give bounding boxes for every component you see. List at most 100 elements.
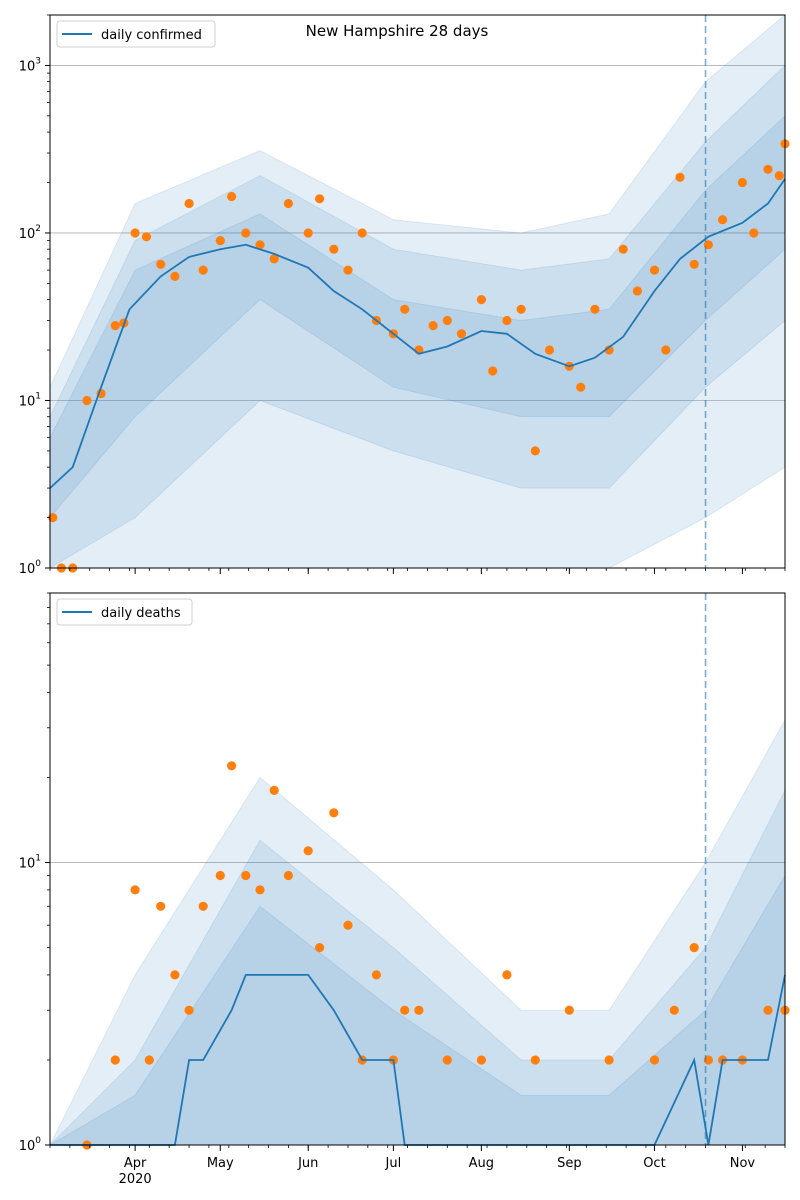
x-tick-label: Jul xyxy=(385,1156,402,1171)
deaths-bands xyxy=(48,717,786,1146)
data-point xyxy=(428,321,438,331)
data-point xyxy=(303,228,313,238)
data-point xyxy=(675,172,685,182)
x-tick-label: Nov xyxy=(730,1156,756,1171)
data-point xyxy=(156,259,166,269)
data-point xyxy=(718,215,728,225)
data-point xyxy=(315,194,325,204)
chart-title: New Hampshire 28 days xyxy=(306,22,489,40)
y-tick-label: 100 xyxy=(19,559,42,577)
data-point xyxy=(763,164,773,174)
data-point xyxy=(400,304,410,314)
data-point xyxy=(329,808,339,818)
data-point xyxy=(303,846,313,856)
legend-box xyxy=(56,20,216,48)
data-point xyxy=(456,329,467,339)
deaths-plot-frame xyxy=(49,592,786,1146)
data-point xyxy=(144,1055,154,1065)
data-point xyxy=(590,304,600,314)
confirmed-legend: daily confirmed xyxy=(56,20,216,48)
data-point xyxy=(283,870,293,881)
data-point xyxy=(604,1055,614,1065)
y-tick-exponent: 0 xyxy=(35,559,41,569)
data-point xyxy=(502,970,512,980)
data-point xyxy=(241,228,251,238)
data-point xyxy=(604,345,614,355)
data-point xyxy=(749,228,759,238)
confirmed-bands xyxy=(49,13,786,569)
data-point xyxy=(544,345,555,355)
y-tick-exponent: 1 xyxy=(35,391,41,401)
data-point xyxy=(315,943,325,953)
y-tick-exponent: 1 xyxy=(35,854,41,864)
data-point xyxy=(649,1055,660,1065)
data-point xyxy=(400,1005,410,1015)
deaths-points xyxy=(82,761,790,1150)
y-tick-label: 101 xyxy=(19,391,41,409)
data-point xyxy=(476,295,486,305)
data-point xyxy=(689,943,699,953)
y-tick-label: 100 xyxy=(19,1136,42,1154)
data-point xyxy=(241,870,251,881)
data-point xyxy=(215,870,225,881)
data-point xyxy=(414,1005,424,1015)
data-point xyxy=(530,446,540,456)
confirmed-points xyxy=(48,139,790,573)
data-point xyxy=(618,244,628,254)
deaths-line xyxy=(50,974,786,1146)
y-tick-label: 102 xyxy=(19,224,41,242)
data-point xyxy=(227,191,237,202)
data-point xyxy=(198,901,208,911)
data-point xyxy=(661,345,671,355)
confirmed-x-ticks xyxy=(49,568,786,574)
data-point xyxy=(110,1055,120,1065)
x-tick-label: Apr xyxy=(124,1156,147,1171)
data-point xyxy=(737,177,748,188)
data-point xyxy=(357,228,367,238)
data-point xyxy=(476,1055,486,1065)
data-point xyxy=(269,785,279,796)
legend-box xyxy=(56,598,193,626)
confirmed-grid xyxy=(50,65,785,401)
data-point xyxy=(343,920,353,930)
legend-label-confirmed: daily confirmed xyxy=(101,28,202,43)
data-point xyxy=(227,761,237,771)
data-point xyxy=(255,240,265,250)
data-point xyxy=(283,198,293,209)
x-tick-label: Aug xyxy=(469,1156,494,1171)
data-point xyxy=(130,228,140,238)
data-point xyxy=(170,271,180,281)
deaths-legend: daily deaths xyxy=(56,598,193,626)
y-tick-exponent: 0 xyxy=(35,1136,41,1146)
y-tick-exponent: 3 xyxy=(35,56,41,66)
data-point xyxy=(343,265,353,275)
data-point xyxy=(329,244,339,254)
data-point xyxy=(184,1005,194,1015)
confirmed-plot-frame xyxy=(49,14,786,569)
data-point xyxy=(488,366,498,376)
x-tick-label: Oct xyxy=(643,1156,665,1171)
data-point xyxy=(576,382,586,392)
confirmed-line xyxy=(49,178,786,489)
data-point xyxy=(170,970,180,980)
data-point xyxy=(184,198,194,209)
x-tick-label: Jun xyxy=(297,1156,318,1171)
data-point xyxy=(632,286,643,296)
data-point xyxy=(516,304,526,314)
data-point xyxy=(442,315,452,326)
data-point xyxy=(130,885,140,895)
x-tick-sublabel: 2020 xyxy=(119,1172,152,1187)
data-point xyxy=(669,1005,679,1015)
data-point xyxy=(774,171,784,181)
data-point xyxy=(215,236,225,246)
legend-label-deaths: daily deaths xyxy=(101,606,181,621)
y-tick-label: 103 xyxy=(19,56,41,74)
data-point xyxy=(255,885,265,895)
data-point xyxy=(371,970,381,980)
data-point xyxy=(689,259,699,269)
x-tick-label: May xyxy=(207,1156,234,1171)
